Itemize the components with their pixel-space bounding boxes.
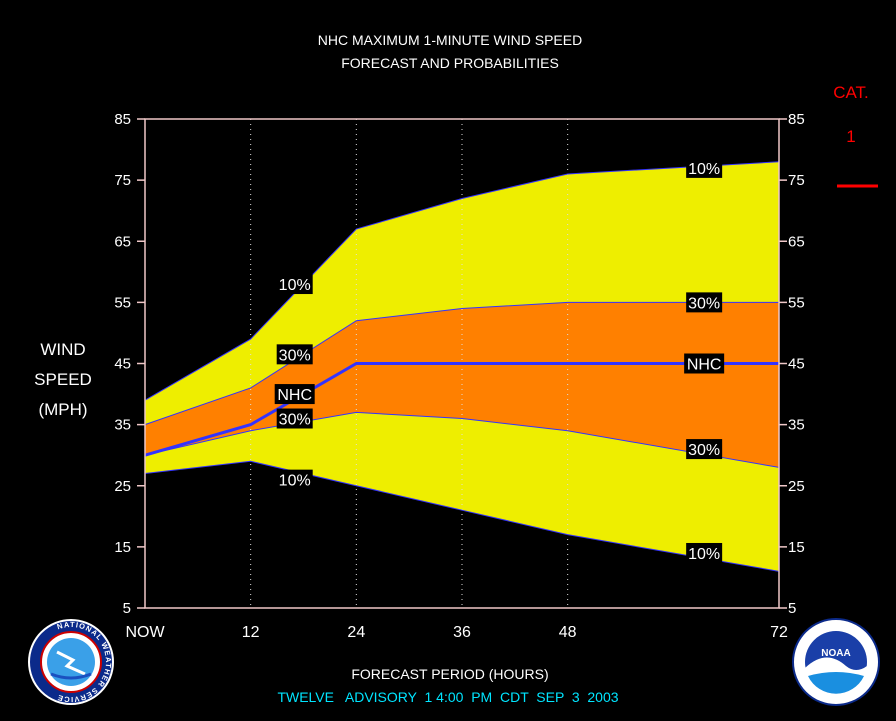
series-label-box-3 [276, 408, 313, 429]
series-label-0: 10% [276, 274, 313, 295]
ytick-right-label-15: 15 [788, 539, 805, 556]
category-label: CAT. [833, 83, 869, 102]
advisory-footer: TWELVE ADVISORY 1 4:00 PM CDT SEP 3 2003 [277, 689, 618, 705]
series-label-box-6 [686, 292, 723, 313]
series-label-box-0 [276, 274, 313, 295]
series-label-box-9 [686, 542, 723, 563]
nws-logo: NATIONAL WEATHER SERVICE [28, 619, 114, 705]
category-value: 1 [846, 127, 855, 146]
line-nhc-forecast [144, 362, 779, 457]
ytick-left-label-65: 65 [114, 233, 131, 250]
series-label-3: 30% [276, 408, 313, 429]
xtick-label-36: 36 [453, 624, 471, 641]
ytick-right-label-75: 75 [788, 172, 805, 189]
series-label-8: 30% [686, 439, 723, 460]
noaa-logo-text: NOAA [821, 648, 850, 659]
xtick-label-12: 12 [242, 624, 260, 641]
x-axis-label: FORECAST PERIOD (HOURS) [351, 666, 548, 682]
series-label-text-1: 30% [279, 347, 311, 364]
ytick-right-label-65: 65 [788, 233, 805, 250]
ytick-right-label-5: 5 [788, 600, 796, 617]
series-label-4: 10% [276, 469, 313, 490]
y-axis-label-line2: SPEED [34, 370, 92, 389]
ytick-right-label-45: 45 [788, 356, 805, 373]
series-label-2: NHC [274, 384, 315, 405]
series-lines [144, 161, 780, 572]
series-label-7: NHC [684, 353, 725, 374]
series-label-text-5: 10% [688, 161, 720, 178]
series-label-box-8 [686, 439, 723, 460]
ytick-left-label-35: 35 [114, 417, 131, 434]
noaa-logo: NOAA [792, 618, 880, 706]
series-label-6: 30% [686, 292, 723, 313]
series-label-text-8: 30% [688, 442, 720, 459]
ytick-right-label-85: 85 [788, 111, 805, 128]
ytick-left-label-75: 75 [114, 172, 131, 189]
y-ticks-left: 5 15 25 35 45 55 65 75 85 [114, 111, 145, 617]
y-axis-label-line1: WIND [40, 340, 85, 359]
xtick-label-72: 72 [770, 624, 788, 641]
series-label-box-1 [276, 344, 313, 365]
xtick-label-NOW: NOW [125, 624, 165, 641]
series-label-text-2: NHC [277, 387, 312, 404]
line-lower-30-percent [144, 411, 780, 468]
series-label-text-0: 10% [279, 277, 311, 294]
series-label-box-2 [274, 384, 315, 405]
line-lower-10-percent [144, 460, 780, 572]
xtick-label-24: 24 [347, 624, 365, 641]
series-label-text-3: 30% [279, 412, 311, 429]
x-ticks: NOW 12 24 36 48 72 [125, 624, 788, 641]
ytick-left-label-15: 15 [114, 539, 131, 556]
series-label-text-7: NHC [687, 357, 722, 374]
ytick-right-label-25: 25 [788, 478, 805, 495]
series-labels: 10% 30% NHC 30% 10% 10% 30% NHC 30% 10% [274, 157, 725, 563]
series-label-text-6: 30% [688, 295, 720, 312]
line-upper-10-percent [144, 161, 780, 401]
series-label-9: 10% [686, 542, 723, 563]
y-ticks-right: 5 15 25 35 45 55 65 75 85 [779, 111, 805, 617]
series-label-text-4: 10% [279, 473, 311, 490]
chart-title-line1: NHC MAXIMUM 1-MINUTE WIND SPEED [318, 32, 582, 48]
ytick-left-label-85: 85 [114, 111, 131, 128]
series-label-1: 30% [276, 344, 313, 365]
line-upper-30-percent [144, 301, 779, 426]
y-axis-label-line3: (MPH) [38, 400, 87, 419]
ytick-right-label-35: 35 [788, 417, 805, 434]
xtick-label-48: 48 [559, 624, 577, 641]
ytick-left-label-25: 25 [114, 478, 131, 495]
series-label-box-5 [686, 157, 723, 178]
ytick-left-label-5: 5 [123, 600, 131, 617]
ytick-right-label-55: 55 [788, 294, 805, 311]
series-label-box-7 [684, 353, 725, 374]
series-label-text-9: 10% [688, 546, 720, 563]
chart-title-line2: FORECAST AND PROBABILITIES [341, 55, 559, 71]
series-label-box-4 [276, 469, 313, 490]
series-label-5: 10% [686, 157, 723, 178]
ytick-left-label-55: 55 [114, 294, 131, 311]
ytick-left-label-45: 45 [114, 356, 131, 373]
